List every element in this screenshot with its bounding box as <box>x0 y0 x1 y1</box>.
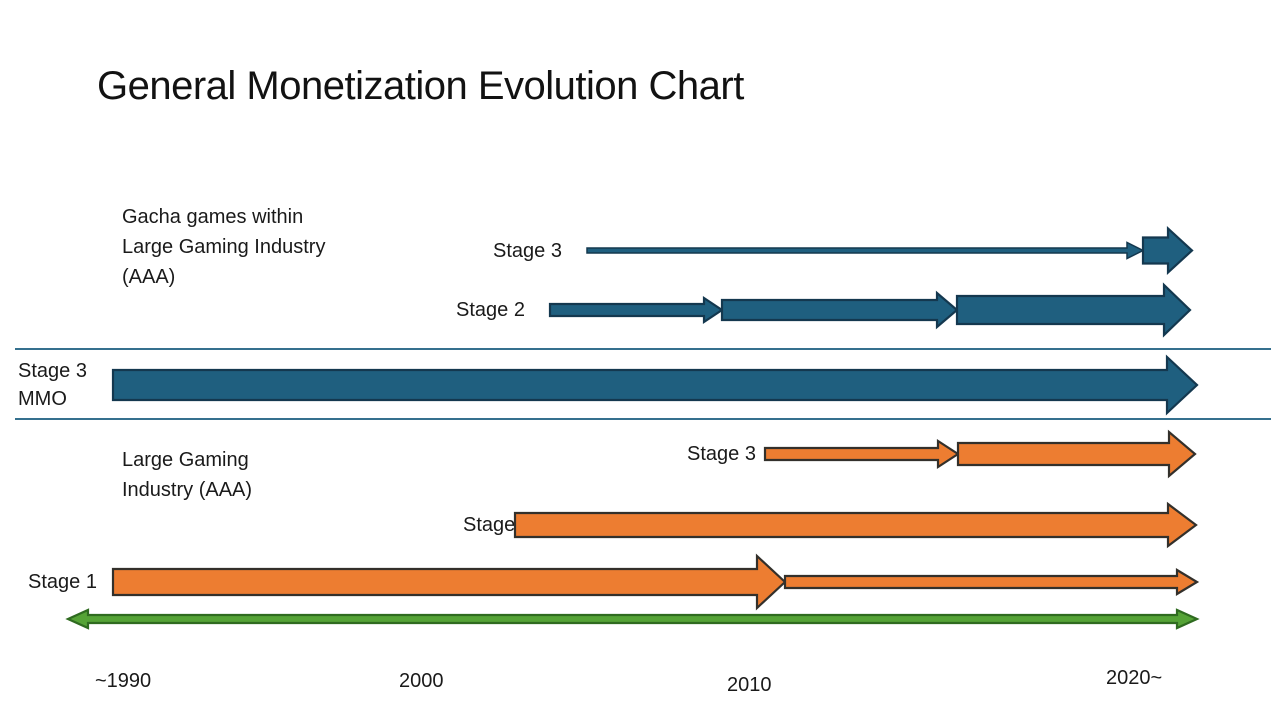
section-label-gacha-line3: (AAA) <box>122 266 176 288</box>
arrow-mmo-stage3-segment-1 <box>111 354 1199 416</box>
arrow-gacha-stage3-segment-2 <box>1141 225 1194 276</box>
axis-tick-1990: ~1990 <box>95 670 152 692</box>
arrow-gacha-stage3-segment-1 <box>586 241 1145 260</box>
row-label-gacha-stage3: Stage 3 <box>493 240 562 262</box>
row-label-mmo-line1: Stage 3 <box>18 360 87 382</box>
divider-line-bottom <box>15 418 1271 420</box>
row-label-mmo-line2: MMO <box>18 388 67 410</box>
axis-tick-2020: 2020~ <box>1106 667 1163 689</box>
arrow-aaa-stage1-segment-1 <box>111 553 787 611</box>
section-label-gacha: Gacha games within Large Gaming Industry… <box>122 202 325 292</box>
section-label-gacha-line1: Gacha games within <box>122 206 304 228</box>
divider-line-top <box>15 348 1271 350</box>
chart-title: General Monetization Evolution Chart <box>97 64 744 108</box>
section-label-aaa-line1: Large Gaming <box>122 449 249 471</box>
arrow-aaa-stage3-segment-2 <box>956 429 1197 479</box>
arrow-timeline-axis-segment-1 <box>65 608 1200 630</box>
axis-tick-2010: 2010 <box>727 674 772 696</box>
arrow-gacha-stage2-segment-2 <box>720 290 959 330</box>
section-label-gacha-line2: Large Gaming Industry <box>122 236 326 258</box>
arrow-aaa-stage3-segment-1 <box>763 438 961 470</box>
axis-tick-2000: 2000 <box>399 670 444 692</box>
arrow-aaa-stage2-segment-1 <box>513 501 1198 549</box>
row-label-aaa-stage1: Stage 1 <box>28 571 97 593</box>
arrow-gacha-stage2-segment-1 <box>548 295 724 325</box>
row-label-mmo: Stage 3 MMO <box>18 357 87 413</box>
section-label-aaa-line2: Industry (AAA) <box>122 479 253 501</box>
row-label-aaa-stage3: Stage 3 <box>687 443 756 465</box>
arrow-aaa-stage1-segment-2 <box>783 568 1200 596</box>
arrow-gacha-stage2-segment-3 <box>955 282 1192 338</box>
row-label-gacha-stage2: Stage 2 <box>456 299 525 321</box>
section-label-aaa: Large Gaming Industry (AAA) <box>122 445 252 505</box>
